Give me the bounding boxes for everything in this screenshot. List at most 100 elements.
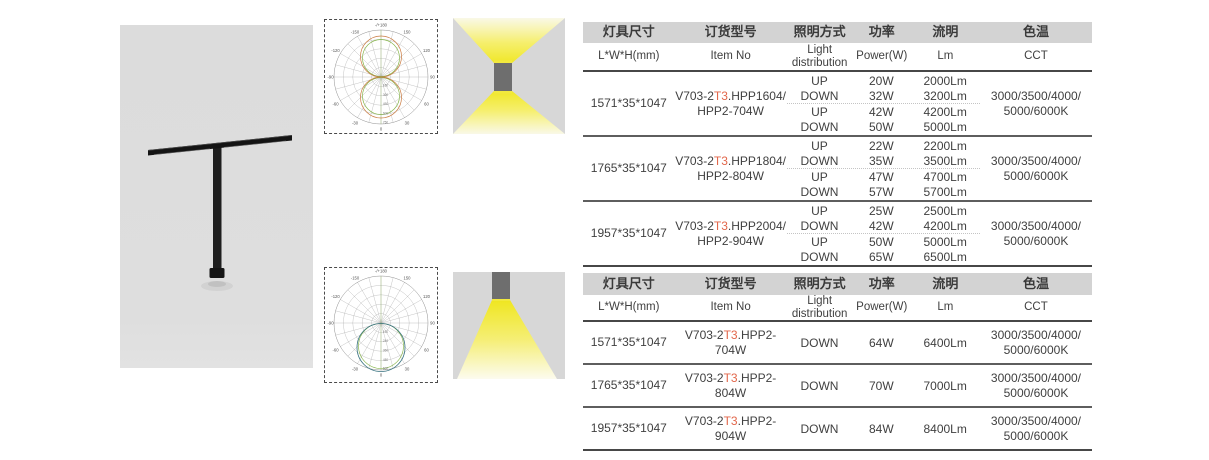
lamp-shadow (201, 281, 233, 291)
size-cell: 1571*35*1047 (590, 95, 667, 110)
header-size: 灯具尺寸 (602, 24, 655, 40)
svg-text:450: 450 (383, 102, 389, 106)
svg-text:150: 150 (383, 83, 389, 87)
cct-cell: 3000/3500/4000/ 5000/6000K (990, 327, 1082, 357)
size-cell: 1765*35*1047 (590, 377, 667, 392)
header-item-no: 订货型号 (704, 24, 757, 40)
product-photo-panel (120, 25, 313, 368)
svg-text:-30: -30 (352, 121, 359, 126)
polar-angle-labels: -/+180 150 120 90 60 30 0 -30 -60 -90 -1… (327, 269, 435, 378)
distribution-power-lumen-block: DOWN 84W 8400Lm (800, 421, 967, 436)
wall-fixture (494, 63, 512, 91)
cct-cell: 3000/3500/4000/ 5000/6000K (990, 413, 1082, 443)
header-cct: 色温 (1022, 275, 1049, 291)
cct-cell: 3000/3500/4000/ 5000/6000K (990, 370, 1082, 400)
svg-text:-/+180: -/+180 (375, 23, 388, 28)
polar-radial-labels: 150 300 450 600 750 (383, 83, 389, 124)
item-no-cell: V703-2T3.HPP2- 704W (684, 327, 777, 357)
down-beam (453, 91, 565, 134)
svg-text:-30: -30 (352, 367, 359, 372)
svg-text:-90: -90 (327, 320, 334, 325)
svg-text:-150: -150 (351, 30, 360, 35)
spec-table-down: 灯具尺寸 订货型号 照明方式 功率 流明 色温 L*W*H(mm) Item N… (583, 273, 1092, 451)
header-light-distribution: 照明方式 (793, 24, 846, 40)
svg-text:-120: -120 (331, 48, 340, 53)
svg-text:60: 60 (424, 102, 429, 107)
distribution-power-lumen-block: UP 22W 2200Lm DOWN 35W 3500Lm UP 47W 4700Lm DO… (786, 137, 980, 200)
svg-text:-/+180: -/+180 (375, 269, 388, 274)
lamp-pole (213, 145, 222, 269)
table-row: 1957*35*1047 V703-2T3.HPP2- 904W DOWN 84W… (583, 406, 1092, 449)
header-cct: 色温 (1022, 24, 1049, 40)
item-no-cell: V703-2T3.HPP1804/ HPP2-804W (675, 153, 786, 183)
svg-text:120: 120 (383, 330, 389, 334)
svg-text:90: 90 (430, 74, 435, 79)
distribution-curve-down (356, 323, 406, 372)
table-header-cn: 灯具尺寸 订货型号 照明方式 功率 流明 色温 (583, 22, 1092, 43)
distribution-power-lumen-block: UP 20W 2000Lm DOWN 32W 3200Lm UP 42W 4200Lm DO… (786, 72, 980, 135)
svg-text:90: 90 (430, 320, 435, 325)
svg-text:600: 600 (383, 367, 389, 371)
svg-text:30: 30 (405, 121, 410, 126)
ceiling-fixture (492, 272, 510, 299)
table-row: 1571*35*1047 V703-2T3.HPP1604/ HPP2-704W… (583, 72, 1092, 135)
svg-text:60: 60 (424, 348, 429, 353)
down-beam (457, 300, 557, 379)
lamp-head-bar (148, 135, 292, 156)
header-lumen: 流明 (932, 24, 959, 40)
item-no-cell: V703-2T3.HPP1604/ HPP2-704W (675, 88, 786, 118)
svg-text:-120: -120 (331, 294, 340, 299)
svg-text:480: 480 (383, 358, 389, 362)
beam-illustration-updown (453, 18, 565, 134)
svg-text:120: 120 (423, 294, 431, 299)
header-item-no: 订货型号 (704, 275, 757, 291)
table-row: 1765*35*1047 V703-2T3.HPP2- 804W DOWN 70W… (583, 363, 1092, 406)
up-beam (453, 18, 565, 63)
table-row: 1765*35*1047 V703-2T3.HPP1804/ HPP2-804W… (583, 135, 1092, 200)
cct-cell: 3000/3500/4000/ 5000/6000K (990, 218, 1082, 248)
distribution-power-lumen-block: UP 25W 2500Lm DOWN 42W 4200Lm UP 50W 5000Lm DO… (786, 202, 980, 265)
header-light-distribution: 照明方式 (793, 275, 846, 291)
size-cell: 1571*35*1047 (590, 334, 667, 349)
svg-text:150: 150 (404, 276, 412, 281)
table-header-cn: 灯具尺寸 订货型号 照明方式 功率 流明 色温 (583, 273, 1092, 295)
svg-text:600: 600 (383, 112, 389, 116)
distribution-power-lumen-block: DOWN 64W 6400Lm (800, 335, 967, 350)
item-no-cell: V703-2T3.HPP2- 904W (684, 413, 777, 443)
beam-illustration-down (453, 272, 565, 379)
table-row: 1957*35*1047 V703-2T3.HPP2004/ HPP2-904W… (583, 200, 1092, 265)
cct-cell: 3000/3500/4000/ 5000/6000K (990, 88, 1082, 118)
svg-text:750: 750 (383, 121, 389, 125)
spec-table-updown: 灯具尺寸 订货型号 照明方式 功率 流明 色温 L*W*H(mm) Item N… (583, 22, 1092, 267)
pole-light-product-image (147, 135, 293, 291)
distribution-power-lumen-block: DOWN 70W 7000Lm (800, 378, 967, 393)
header-power: 功率 (868, 24, 895, 40)
size-cell: 1765*35*1047 (590, 160, 667, 175)
polar-diagram-updown: -/+180 150 120 90 60 30 0 -30 -60 -90 -1… (324, 19, 438, 134)
size-cell: 1957*35*1047 (590, 225, 667, 240)
header-power: 功率 (868, 275, 895, 291)
svg-text:-90: -90 (327, 74, 334, 79)
svg-text:240: 240 (383, 339, 389, 343)
svg-text:0: 0 (380, 127, 383, 132)
header-size: 灯具尺寸 (602, 275, 655, 291)
svg-text:-60: -60 (332, 102, 339, 107)
table-header-en: L*W*H(mm) Item No Light distribution Pow… (598, 294, 1048, 320)
svg-text:120: 120 (423, 48, 431, 53)
lamp-base (209, 268, 225, 278)
polar-diagram-down: -/+180 150 120 90 60 30 0 -30 -60 -90 -1… (324, 267, 438, 383)
item-no-cell: V703-2T3.HPP2- 804W (684, 370, 777, 400)
size-cell: 1957*35*1047 (590, 420, 667, 435)
cct-cell: 3000/3500/4000/ 5000/6000K (990, 153, 1082, 183)
svg-text:-60: -60 (332, 348, 339, 353)
svg-text:-150: -150 (351, 276, 360, 281)
item-no-cell: V703-2T3.HPP2004/ HPP2-904W (675, 218, 786, 248)
svg-text:30: 30 (405, 367, 410, 372)
polar-angle-labels: -/+180 150 120 90 60 30 0 -30 -60 -90 -1… (327, 23, 435, 132)
table-row: 1571*35*1047 V703-2T3.HPP2- 704W DOWN 64W… (583, 322, 1092, 363)
svg-text:360: 360 (383, 349, 389, 353)
distribution-curve-updown (360, 35, 402, 119)
svg-text:0: 0 (380, 373, 383, 378)
svg-text:150: 150 (404, 30, 412, 35)
